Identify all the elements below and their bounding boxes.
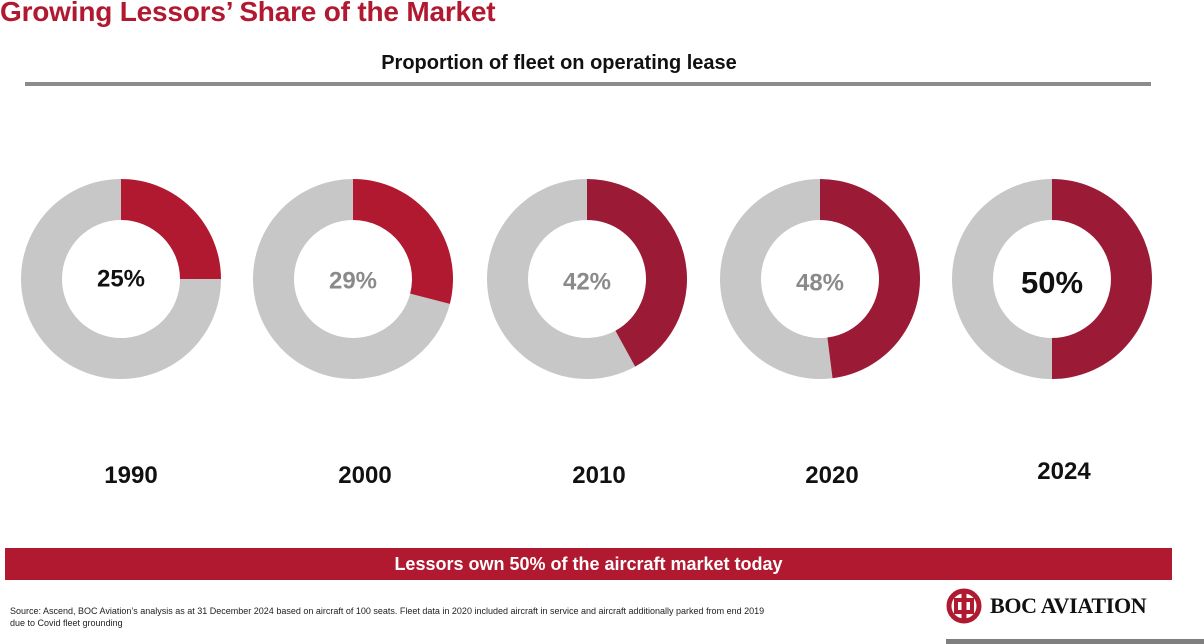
donut-value-label: 42% xyxy=(563,268,611,295)
donut-chart: 25% 1990 29% 2000 42% 2010 48% 2020 50% 2024 xyxy=(21,179,1152,489)
year-label: 1990 xyxy=(104,462,157,489)
donut-value-label: 29% xyxy=(329,267,377,294)
donut-segment-remainder xyxy=(252,179,450,379)
donut-1990: 25% 1990 xyxy=(21,179,221,489)
page-title: Growing Lessors’ Share of the Market xyxy=(0,0,496,27)
donut-2010: 42% 2010 xyxy=(486,179,687,489)
year-label: 2010 xyxy=(572,462,625,489)
donut-segment-lessor-share xyxy=(820,179,921,379)
donut-segment-lessor-share xyxy=(121,179,221,279)
company-name: BOC AVIATION xyxy=(990,593,1147,618)
company-logo: BOC AVIATION xyxy=(946,588,1147,624)
year-label: 2024 xyxy=(1037,458,1091,485)
donut-segment-remainder xyxy=(720,179,833,379)
year-label: 2000 xyxy=(338,462,391,489)
donut-segment-lessor-share xyxy=(353,179,453,304)
bank-of-china-logo-icon xyxy=(946,588,982,624)
donut-segment-remainder xyxy=(21,179,221,379)
donut-value-label: 48% xyxy=(796,269,844,296)
chart-title: Proportion of fleet on operating lease xyxy=(381,52,737,74)
title-divider xyxy=(25,82,1151,86)
donut-2020: 48% 2020 xyxy=(720,179,921,489)
donut-2024: 50% 2024 xyxy=(952,179,1152,485)
donut-value-label: 50% xyxy=(1021,265,1083,300)
donut-segment-lessor-share xyxy=(1052,179,1152,379)
donut-segment-lessor-share xyxy=(587,179,687,367)
donut-segment-remainder xyxy=(952,179,1052,379)
summary-banner: Lessors own 50% of the aircraft market t… xyxy=(5,548,1172,580)
donut-value-label: 25% xyxy=(97,265,145,292)
year-label: 2020 xyxy=(805,462,858,489)
donut-2000: 29% 2000 xyxy=(252,179,453,489)
footer-strip xyxy=(946,639,1204,644)
source-footnote: Source: Ascend, BOC Aviation’s analysis … xyxy=(10,606,765,628)
donut-segment-remainder xyxy=(486,179,636,379)
